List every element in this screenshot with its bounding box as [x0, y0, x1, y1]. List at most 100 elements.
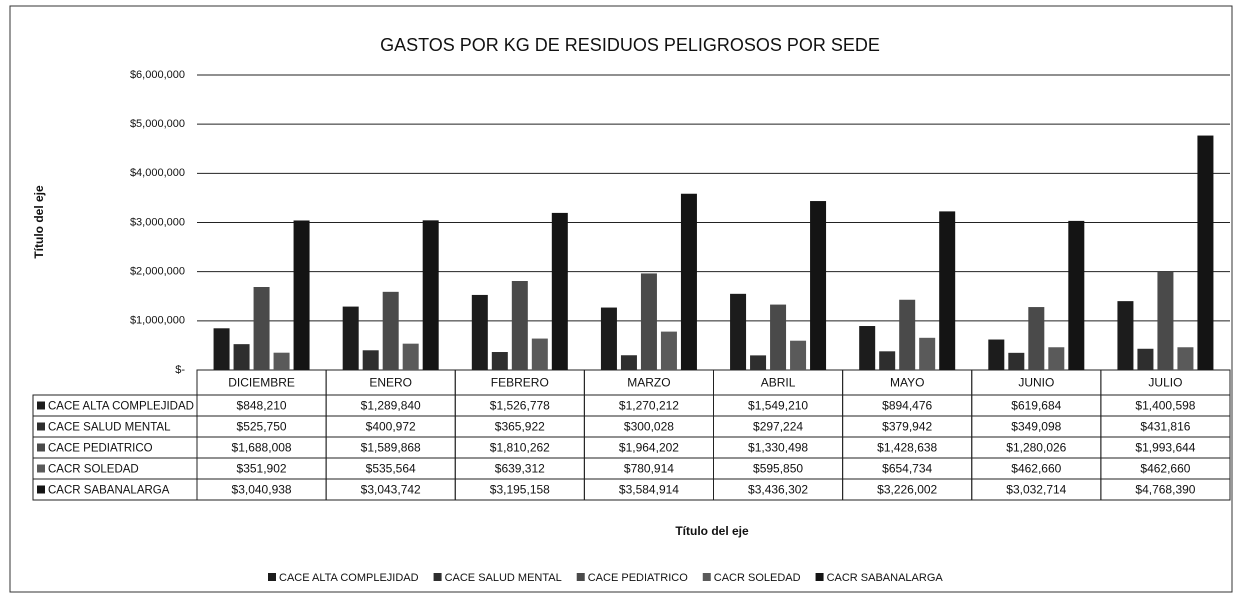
- table-value: $848,210: [237, 399, 287, 413]
- table-row-label: CACE PEDIATRICO: [48, 443, 153, 455]
- bar: [1137, 348, 1154, 370]
- bar: [511, 280, 528, 370]
- table-value: $3,436,302: [748, 483, 808, 497]
- legend-label: CACR SABANALARGA: [827, 572, 944, 584]
- y-tick-label: $-: [175, 364, 185, 376]
- table-value: $1,400,598: [1135, 399, 1195, 413]
- bar: [1197, 135, 1214, 370]
- bar: [293, 220, 310, 370]
- table-value: $3,032,714: [1006, 483, 1066, 497]
- table-value: $535,564: [366, 462, 416, 476]
- bar: [810, 201, 827, 370]
- bar: [213, 328, 230, 370]
- table-value: $619,684: [1011, 399, 1061, 413]
- x-axis-label: Título del eje: [675, 524, 749, 538]
- bar: [750, 355, 767, 370]
- bar: [1008, 352, 1025, 370]
- table-row-label: CACR SABANALARGA: [48, 485, 170, 497]
- x-tick-label: JULIO: [1148, 376, 1182, 390]
- bar: [471, 294, 488, 370]
- bar: [899, 299, 916, 370]
- table-value: $1,428,638: [877, 441, 937, 455]
- table-value: $297,224: [753, 420, 803, 434]
- table-row-label: CACE ALTA COMPLEJIDAD: [48, 401, 194, 413]
- table-value: $3,043,742: [361, 483, 421, 497]
- bar: [859, 326, 876, 370]
- bar: [790, 340, 807, 370]
- bar: [253, 287, 270, 370]
- bar: [640, 273, 657, 370]
- table-value: $1,589,868: [361, 441, 421, 455]
- bar: [919, 337, 936, 370]
- table-value: $462,660: [1011, 462, 1061, 476]
- bar: [660, 331, 677, 370]
- chart-border: [9, 5, 1233, 593]
- x-tick-label: JUNIO: [1018, 376, 1054, 390]
- legend-swatch: [37, 485, 45, 494]
- bar: [273, 352, 290, 370]
- legend-swatch: [433, 573, 442, 581]
- y-axis-label: Título del eje: [32, 185, 46, 259]
- bar: [491, 352, 508, 370]
- y-tick-label: $3,000,000: [130, 216, 185, 228]
- table-cell: [1100, 478, 1231, 501]
- table-value: $1,810,262: [490, 441, 550, 455]
- table-value: $1,280,026: [1006, 441, 1066, 455]
- bar: [680, 193, 697, 370]
- chart-title: GASTOS POR KG DE RESIDUOS PELIGROSOS POR…: [380, 35, 880, 55]
- table-row-label: CACE SALUD MENTAL: [48, 422, 171, 434]
- legend-swatch: [702, 573, 711, 581]
- table-value: $3,226,002: [877, 483, 937, 497]
- legend-label: CACE ALTA COMPLEJIDAD: [279, 572, 419, 584]
- table-value: $300,028: [624, 420, 674, 434]
- bar: [770, 304, 787, 370]
- table-value: $3,040,938: [232, 483, 292, 497]
- table-value: $780,914: [624, 462, 674, 476]
- table-value: $595,850: [753, 462, 803, 476]
- table-value: $379,942: [882, 420, 932, 434]
- table-value: $365,922: [495, 420, 545, 434]
- table-value: $4,768,390: [1135, 483, 1195, 497]
- bar: [422, 220, 439, 370]
- bar: [730, 293, 747, 370]
- legend-swatch: [576, 573, 585, 581]
- table-value: $1,330,498: [748, 441, 808, 455]
- legend-swatch: [37, 422, 45, 431]
- x-tick-label: DICIEMBRE: [228, 376, 295, 390]
- bar: [939, 211, 956, 370]
- legend-swatch: [37, 443, 45, 452]
- x-tick-label: MAYO: [890, 376, 924, 390]
- legend-label: CACE PEDIATRICO: [588, 572, 688, 584]
- bar: [1177, 347, 1194, 370]
- bar: [551, 212, 568, 370]
- bar: [620, 355, 637, 370]
- bar: [1028, 307, 1045, 370]
- table-value: $1,289,840: [361, 399, 421, 413]
- y-tick-label: $4,000,000: [130, 167, 185, 179]
- table-value: $349,098: [1011, 420, 1061, 434]
- table-value: $1,688,008: [232, 441, 292, 455]
- table-value: $462,660: [1140, 462, 1190, 476]
- table-value: $1,549,210: [748, 399, 808, 413]
- table-value: $1,993,644: [1135, 441, 1195, 455]
- legend-swatch: [815, 573, 824, 581]
- bar: [382, 291, 399, 370]
- table-value: $3,195,158: [490, 483, 550, 497]
- y-tick-label: $5,000,000: [130, 118, 185, 130]
- bar: [1068, 220, 1085, 370]
- legend-swatch: [268, 573, 276, 581]
- table-value: $1,964,202: [619, 441, 679, 455]
- legend-label: CACR SOLEDAD: [714, 572, 801, 584]
- table-row-label: CACR SOLEDAD: [48, 464, 139, 476]
- bar: [233, 344, 250, 370]
- bar: [1157, 271, 1174, 370]
- table-value: $639,312: [495, 462, 545, 476]
- bar: [600, 307, 617, 370]
- bar: [531, 338, 548, 370]
- y-tick-label: $6,000,000: [130, 69, 185, 81]
- table-value: $1,526,778: [490, 399, 550, 413]
- y-tick-label: $1,000,000: [130, 315, 185, 327]
- table-value: $400,972: [366, 420, 416, 434]
- table-value: $894,476: [882, 399, 932, 413]
